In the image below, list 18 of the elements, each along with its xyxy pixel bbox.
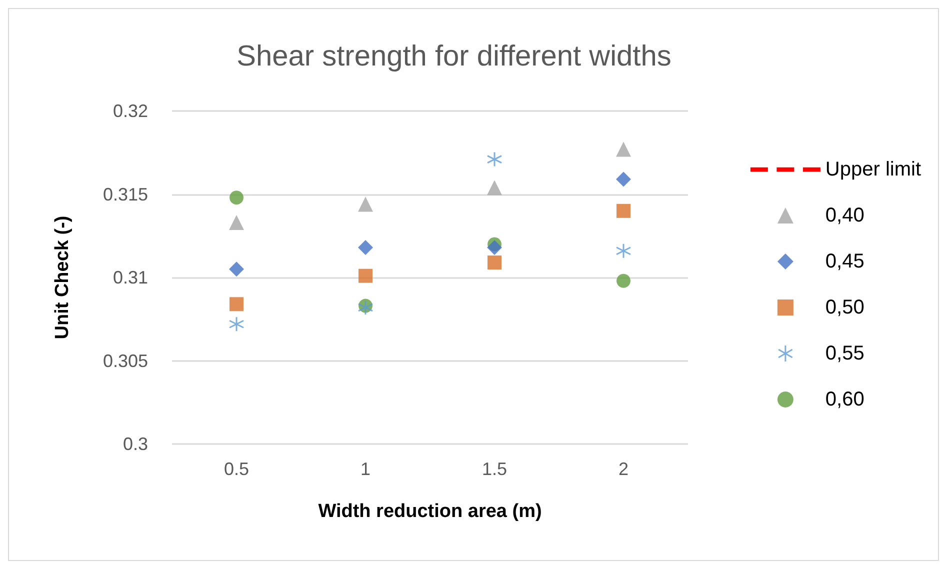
y-axis-title: Unit Check (-)	[52, 216, 73, 340]
legend-label: 0,60	[825, 388, 864, 410]
y-tick-label: 0.305	[102, 350, 148, 371]
legend-label: 0,50	[825, 296, 864, 318]
legend-label: Upper limit	[825, 158, 922, 180]
y-tick-label: 0.32	[112, 101, 148, 121]
x-tick-label: 0.5	[224, 459, 250, 479]
chart-title: Shear strength for different widths	[236, 40, 672, 72]
legend-label: 0,40	[825, 204, 864, 226]
x-axis-title: Width reduction area (m)	[318, 501, 542, 522]
legend-label: 0,45	[825, 250, 864, 272]
x-tick-label: 1.5	[482, 459, 508, 479]
x-tick-label: 1	[360, 459, 371, 479]
y-tick-label: 0.315	[102, 184, 148, 204]
y-tick-label: 0.31	[112, 268, 148, 288]
legend-label: 0,55	[825, 342, 864, 364]
x-tick-label: 2	[618, 459, 629, 479]
y-tick-label: 0.3	[122, 434, 148, 454]
